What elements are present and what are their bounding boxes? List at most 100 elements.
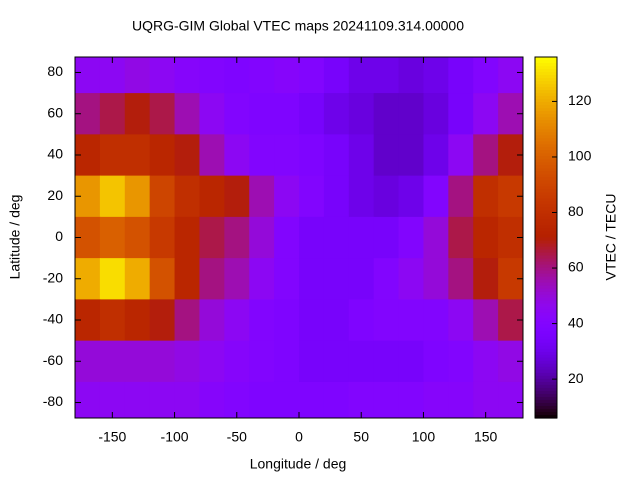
heat-cell [299,134,325,177]
x-tick-label: 150 [474,429,498,445]
heat-cell [373,93,400,135]
heat-cell [299,340,325,383]
heat-cell [299,175,325,218]
heat-cell [99,175,126,218]
colorbar-strip [535,126,557,130]
heat-cell [224,258,250,300]
y-tick-label: -60 [43,352,63,368]
colorbar-strip [535,210,557,215]
heat-cell [124,57,151,94]
heat-cell [124,381,151,419]
heat-cell [124,134,151,177]
heat-cell [199,340,225,383]
colorbar-strip [535,258,557,263]
heat-cell [274,93,300,135]
colorbar-strip [535,297,557,302]
heat-cell [473,299,499,342]
heat-cell [249,299,275,342]
colorbar-strip [535,228,557,233]
colorbar-strip [535,57,557,61]
colorbar-strip [535,381,557,386]
y-tick-label: 60 [47,104,63,120]
heat-cell [149,258,176,300]
heat-cell [448,258,474,300]
heat-cell [423,381,449,419]
colorbar-strip [535,171,557,175]
heat-cell [249,381,275,419]
heat-cell [274,299,300,342]
heat-cell [348,258,375,300]
heat-cell [174,299,200,342]
y-tick-label: -40 [43,311,63,327]
heat-cell [398,175,424,218]
heat-cell [398,57,424,94]
colorbar-strip [535,135,557,139]
colorbar-strip [535,291,557,296]
heat-cell [249,216,275,259]
y-tick-label: 0 [55,228,63,244]
y-tick-label: 80 [47,63,63,79]
colorbar-strip [535,69,557,73]
colorbar-strip [535,378,557,383]
heat-cell [348,175,375,218]
heat-cell [199,57,225,94]
colorbar-strip [535,351,557,356]
colorbar-strip [535,279,557,284]
heat-cell [199,175,225,218]
colorbar-strip [535,213,557,218]
heat-cell [373,340,400,383]
colorbar-strip [535,393,557,398]
colorbar-strip [535,294,557,299]
heat-cell [398,93,424,135]
x-tick-label: -100 [161,429,189,445]
colorbar-strip [535,324,557,329]
colorbar-strip [535,243,557,248]
heat-cell [199,216,225,259]
heat-cell [323,134,350,177]
heat-cell [199,134,225,177]
heat-cell [224,299,250,342]
heat-cell [373,57,400,94]
heat-cell [473,258,499,300]
heat-cell [448,175,474,218]
colorbar-strip [535,267,557,272]
colorbar-strip [535,408,557,413]
colorbar-strip [535,405,557,410]
colorbar-strip [535,147,557,151]
heat-cell [274,381,300,419]
heat-cell [274,258,300,300]
colorbar-strip [535,72,557,76]
heat-cell [323,93,350,135]
heat-cell [174,175,200,218]
x-axis-label: Longitude / deg [250,456,347,472]
heat-cell [124,93,151,135]
heat-cell [473,134,499,177]
x-tick-label: 0 [295,429,303,445]
heat-cell [323,299,350,342]
heat-cell [423,134,449,177]
colorbar-strip [535,159,557,163]
chart-title: UQRG-GIM Global VTEC maps 20241109.314.0… [132,18,464,34]
colorbar-strip [535,216,557,221]
heat-cell [149,381,176,419]
x-tick-label: -50 [227,429,247,445]
heat-cell [373,299,400,342]
heat-cell [398,299,424,342]
colorbar-tick-label: 40 [568,314,584,330]
heat-cell [274,134,300,177]
colorbar-strip [535,309,557,314]
heat-cell [323,216,350,259]
colorbar-strip [535,141,557,145]
heat-cell [473,216,499,259]
x-tick-label: 100 [412,429,436,445]
heat-cell [224,93,250,135]
heat-cell [199,93,225,135]
colorbar-strip [535,288,557,293]
colorbar-strip [535,348,557,353]
colorbar-strip [535,90,557,94]
colorbar-strip [535,240,557,245]
heat-cell [348,299,375,342]
heat-cell [99,340,126,383]
heat-cell [99,258,126,300]
heat-cell [448,57,474,94]
